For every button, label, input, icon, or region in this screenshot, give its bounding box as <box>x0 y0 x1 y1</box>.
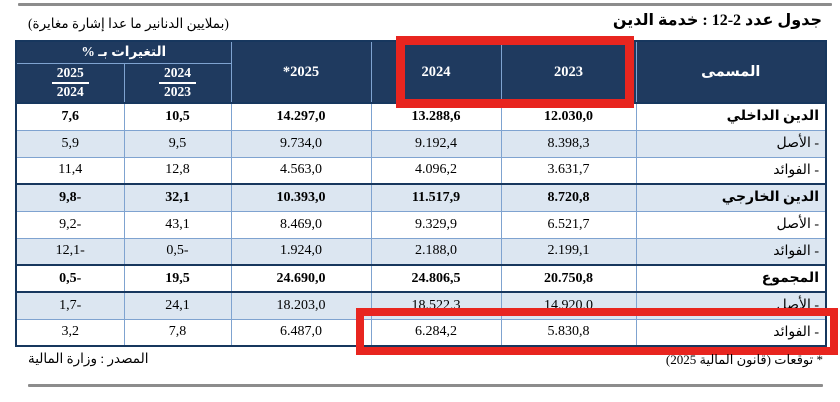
value-cell: 9.192,4 <box>370 129 502 158</box>
value-cell: 9.734,0 <box>230 129 372 158</box>
value-cell: 4.096,2 <box>370 156 502 185</box>
value-cell: 10.393,0 <box>230 183 372 212</box>
value-cell: 2.188,0 <box>370 237 502 266</box>
column-header-label: المسمى <box>635 40 827 104</box>
value-cell: 11.517,9 <box>370 183 502 212</box>
column-header-changes-group: التغيرات بـ % <box>15 40 232 64</box>
table-row: المجموع 20.750,8 24.806,5 24.690,0 19,5 0,5- <box>15 264 827 293</box>
value-cell: 32,1 <box>123 183 232 212</box>
row-label-cell: - الفوائد <box>635 318 827 347</box>
row-label-cell: المجموع <box>635 264 827 293</box>
table-row: - الفوائد 2.199,1 2.188,0 1.924,0 0,5- 12,1- <box>15 237 827 266</box>
value-cell: 9,5 <box>123 129 232 158</box>
value-cell: 9,8- <box>15 183 125 212</box>
table-row: الدين الداخلي 12.030,0 13.288,6 14.297,0 10,… <box>15 102 827 131</box>
value-cell: 24,1 <box>123 291 232 320</box>
fraction: 2024 2023 <box>159 66 196 100</box>
bottom-divider <box>28 384 823 387</box>
column-header-change-2025-2024: 2025 2024 <box>15 62 125 104</box>
value-cell: 7,8 <box>123 318 232 347</box>
value-cell: 5.830,8 <box>500 318 637 347</box>
value-cell: 43,1 <box>123 210 232 239</box>
table-header: المسمى 2023 2024 *2025 التغيرات بـ % 202… <box>15 40 827 104</box>
table-row: - الفوائد 3.631,7 4.096,2 4.563,0 12,8 11,4 <box>15 156 827 185</box>
row-label-cell: - الأصل <box>635 291 827 320</box>
value-cell: 3,2 <box>15 318 125 347</box>
value-cell: 1.924,0 <box>230 237 372 266</box>
value-cell: 6.487,0 <box>230 318 372 347</box>
value-cell: 6.284,2 <box>370 318 502 347</box>
row-label-cell: - الفوائد <box>635 237 827 266</box>
value-cell: 12.030,0 <box>500 102 637 131</box>
value-cell: 12,1- <box>15 237 125 266</box>
value-cell: 19,5 <box>123 264 232 293</box>
page-title: جدول عدد 2-12 : خدمة الدين <box>612 12 822 29</box>
value-cell: 10,5 <box>123 102 232 131</box>
fraction-denominator: 2024 <box>56 84 84 100</box>
debt-service-table: المسمى 2023 2024 *2025 التغيرات بـ % 202… <box>15 40 827 347</box>
table-row: - الأصل 8.398,3 9.192,4 9.734,0 9,5 5,9 <box>15 129 827 158</box>
column-header-2023: 2023 <box>500 40 637 104</box>
value-cell: 7,6 <box>15 102 125 131</box>
value-cell: 8.398,3 <box>500 129 637 158</box>
row-label-cell: - الفوائد <box>635 156 827 185</box>
value-cell: 24.806,5 <box>370 264 502 293</box>
value-cell: 0,5- <box>15 264 125 293</box>
table-row: - الأصل 14.920,0 18.522,3 18.203,0 24,1 1,7- <box>15 291 827 320</box>
value-cell: 0,5- <box>123 237 232 266</box>
value-cell: 9,2- <box>15 210 125 239</box>
value-cell: 6.521,7 <box>500 210 637 239</box>
value-cell: 2.199,1 <box>500 237 637 266</box>
top-divider <box>18 3 832 6</box>
value-cell: 24.690,0 <box>230 264 372 293</box>
value-cell: 18.522,3 <box>370 291 502 320</box>
value-cell: 5,9 <box>15 129 125 158</box>
row-label-cell: - الأصل <box>635 129 827 158</box>
source-note: المصدر : وزارة المالية <box>28 351 149 366</box>
value-cell: 14.920,0 <box>500 291 637 320</box>
table-row: - الأصل 6.521,7 9.329,9 8.469,0 43,1 9,2- <box>15 210 827 239</box>
value-cell: 4.563,0 <box>230 156 372 185</box>
value-cell: 8.720,8 <box>500 183 637 212</box>
table-row: الدين الخارجي 8.720,8 11.517,9 10.393,0 32,1… <box>15 183 827 212</box>
value-cell: 1,7- <box>15 291 125 320</box>
fraction-numerator: 2025 <box>51 66 89 85</box>
fraction-denominator: 2023 <box>164 84 191 100</box>
value-cell: 8.469,0 <box>230 210 372 239</box>
table-row: - الفوائد 5.830,8 6.284,2 6.487,0 7,8 3,2 <box>15 318 827 347</box>
row-label-cell: - الأصل <box>635 210 827 239</box>
value-cell: 20.750,8 <box>500 264 637 293</box>
table-footnote: * توقعات (قانون المالية 2025) <box>665 352 823 367</box>
column-header-2024: 2024 <box>370 40 502 104</box>
table-body: الدين الداخلي 12.030,0 13.288,6 14.297,0 10,… <box>15 102 827 347</box>
row-label-cell: الدين الخارجي <box>635 183 827 212</box>
value-cell: 12,8 <box>123 156 232 185</box>
value-cell: 14.297,0 <box>230 102 372 131</box>
row-label-cell: الدين الداخلي <box>635 102 827 131</box>
value-cell: 9.329,9 <box>370 210 502 239</box>
column-header-change-2024-2023: 2024 2023 <box>123 62 232 104</box>
value-cell: 13.288,6 <box>370 102 502 131</box>
fraction: 2025 2024 <box>51 66 89 100</box>
value-cell: 3.631,7 <box>500 156 637 185</box>
value-cell: 18.203,0 <box>230 291 372 320</box>
fraction-numerator: 2024 <box>159 66 196 85</box>
value-cell: 11,4 <box>15 156 125 185</box>
column-header-2025: *2025 <box>230 40 372 104</box>
unit-note: (بملايين الدنانير ما عدا إشارة مغايرة) <box>28 16 229 31</box>
